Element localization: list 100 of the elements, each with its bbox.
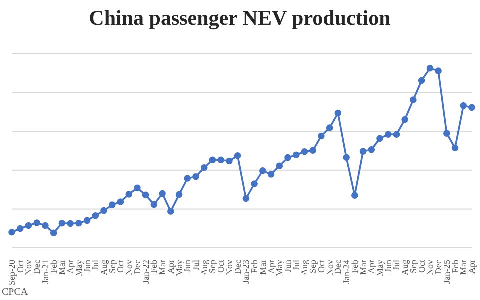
point: [276, 162, 284, 170]
point: [192, 173, 200, 180]
point: [402, 116, 408, 124]
x-tick-label: Sep: [308, 260, 318, 274]
point: [452, 144, 459, 152]
x-tick-label: Jul: [291, 260, 302, 271]
point: [284, 154, 292, 162]
point: [8, 228, 16, 236]
x-tick-label: Jan-23: [241, 260, 252, 284]
x-tick-label: Nov: [324, 260, 335, 276]
x-tick-label: Apr: [366, 260, 377, 274]
x-tick-label: Nov: [124, 260, 134, 276]
point: [42, 222, 49, 230]
x-tick-label: May: [74, 260, 84, 276]
point: [268, 171, 275, 178]
x-tick-label: Oct: [116, 260, 126, 273]
x-tick-label: Oct: [416, 260, 427, 273]
x-tick-label: Feb: [48, 260, 59, 274]
x-tick-label: Aug: [99, 260, 109, 276]
point: [292, 152, 300, 159]
x-tick-label: Mar: [258, 260, 268, 275]
x-tick-label: May: [174, 260, 184, 276]
x-tick-label: Jan-24: [342, 260, 352, 284]
point: [209, 156, 216, 164]
x-tick-label: Sep-20: [7, 260, 17, 286]
point: [435, 68, 442, 74]
x-tick-label: Dec: [32, 260, 42, 274]
point: [117, 198, 124, 206]
x-tick-label: Oct: [216, 260, 226, 273]
point: [352, 192, 358, 199]
point: [58, 220, 66, 227]
x-tick-label: Jun: [383, 260, 394, 273]
x-tick-label: Apr: [467, 260, 477, 274]
point: [360, 148, 367, 155]
point: [343, 154, 350, 162]
point: [134, 184, 141, 192]
point: [168, 208, 174, 215]
x-tick-label: Jan-21: [40, 260, 50, 284]
point: [468, 104, 476, 112]
x-tick-label: Feb: [250, 260, 260, 274]
x-tick-label: Mar: [358, 260, 368, 275]
point: [25, 222, 32, 230]
x-tick-label: Dec: [132, 260, 142, 274]
point: [108, 202, 116, 208]
x-tick-label: May: [375, 260, 385, 276]
x-tick-label: Jul: [191, 260, 201, 271]
x-tick-label: Apr: [166, 260, 176, 274]
x-tick-label: Feb: [450, 260, 460, 274]
point: [84, 217, 91, 224]
point: [92, 212, 100, 220]
point: [234, 152, 242, 160]
x-tick-label: Aug: [400, 260, 410, 276]
point: [376, 135, 384, 142]
x-tick-label: Dec: [333, 260, 344, 274]
x-tick-label: Jun: [283, 260, 293, 273]
point: [251, 180, 258, 188]
x-tick-label: Jun: [82, 260, 92, 273]
x-tick-label: Mar: [458, 260, 469, 275]
x-tick-label: Oct: [15, 260, 26, 273]
point: [260, 168, 266, 174]
point: [67, 220, 74, 228]
x-tick-label: Nov: [224, 260, 234, 276]
x-tick-label: Nov: [425, 260, 436, 276]
x-tick-label: Apr: [66, 260, 76, 274]
point: [226, 158, 233, 165]
x-tick-label: Jan-25: [442, 260, 452, 284]
x-tick-label: Oct: [316, 260, 326, 273]
point: [16, 225, 24, 232]
point: [176, 191, 183, 198]
point: [393, 131, 400, 138]
point: [326, 124, 334, 132]
point: [126, 191, 132, 198]
point: [242, 195, 250, 202]
point: [218, 156, 224, 164]
x-tick-label: Mar: [57, 260, 68, 275]
point: [318, 132, 325, 140]
point: [200, 164, 208, 172]
point: [34, 220, 40, 226]
point: [418, 77, 426, 84]
point: [310, 147, 316, 154]
point: [444, 130, 450, 137]
x-tick-label: Aug: [199, 260, 210, 276]
x-tick-label: Feb: [149, 260, 160, 274]
point: [150, 201, 158, 208]
x-tick-label: Nov: [24, 260, 34, 276]
x-tick-label: Jun: [182, 260, 193, 273]
x-tick-label: Aug: [300, 260, 310, 276]
point: [410, 96, 417, 104]
x-tick-label: Apr: [266, 260, 276, 274]
point: [184, 175, 192, 182]
x-tick-label: Jul: [90, 260, 101, 271]
point: [76, 220, 82, 227]
point: [100, 207, 108, 214]
point: [368, 146, 376, 154]
text: CPCA: [2, 287, 28, 298]
x-tick-label: Feb: [350, 260, 360, 274]
x-tick-label: May: [274, 260, 285, 276]
point: [159, 190, 166, 198]
x-tick-label: Mar: [158, 260, 168, 275]
chart-title: China passenger NEV production: [88, 6, 392, 31]
